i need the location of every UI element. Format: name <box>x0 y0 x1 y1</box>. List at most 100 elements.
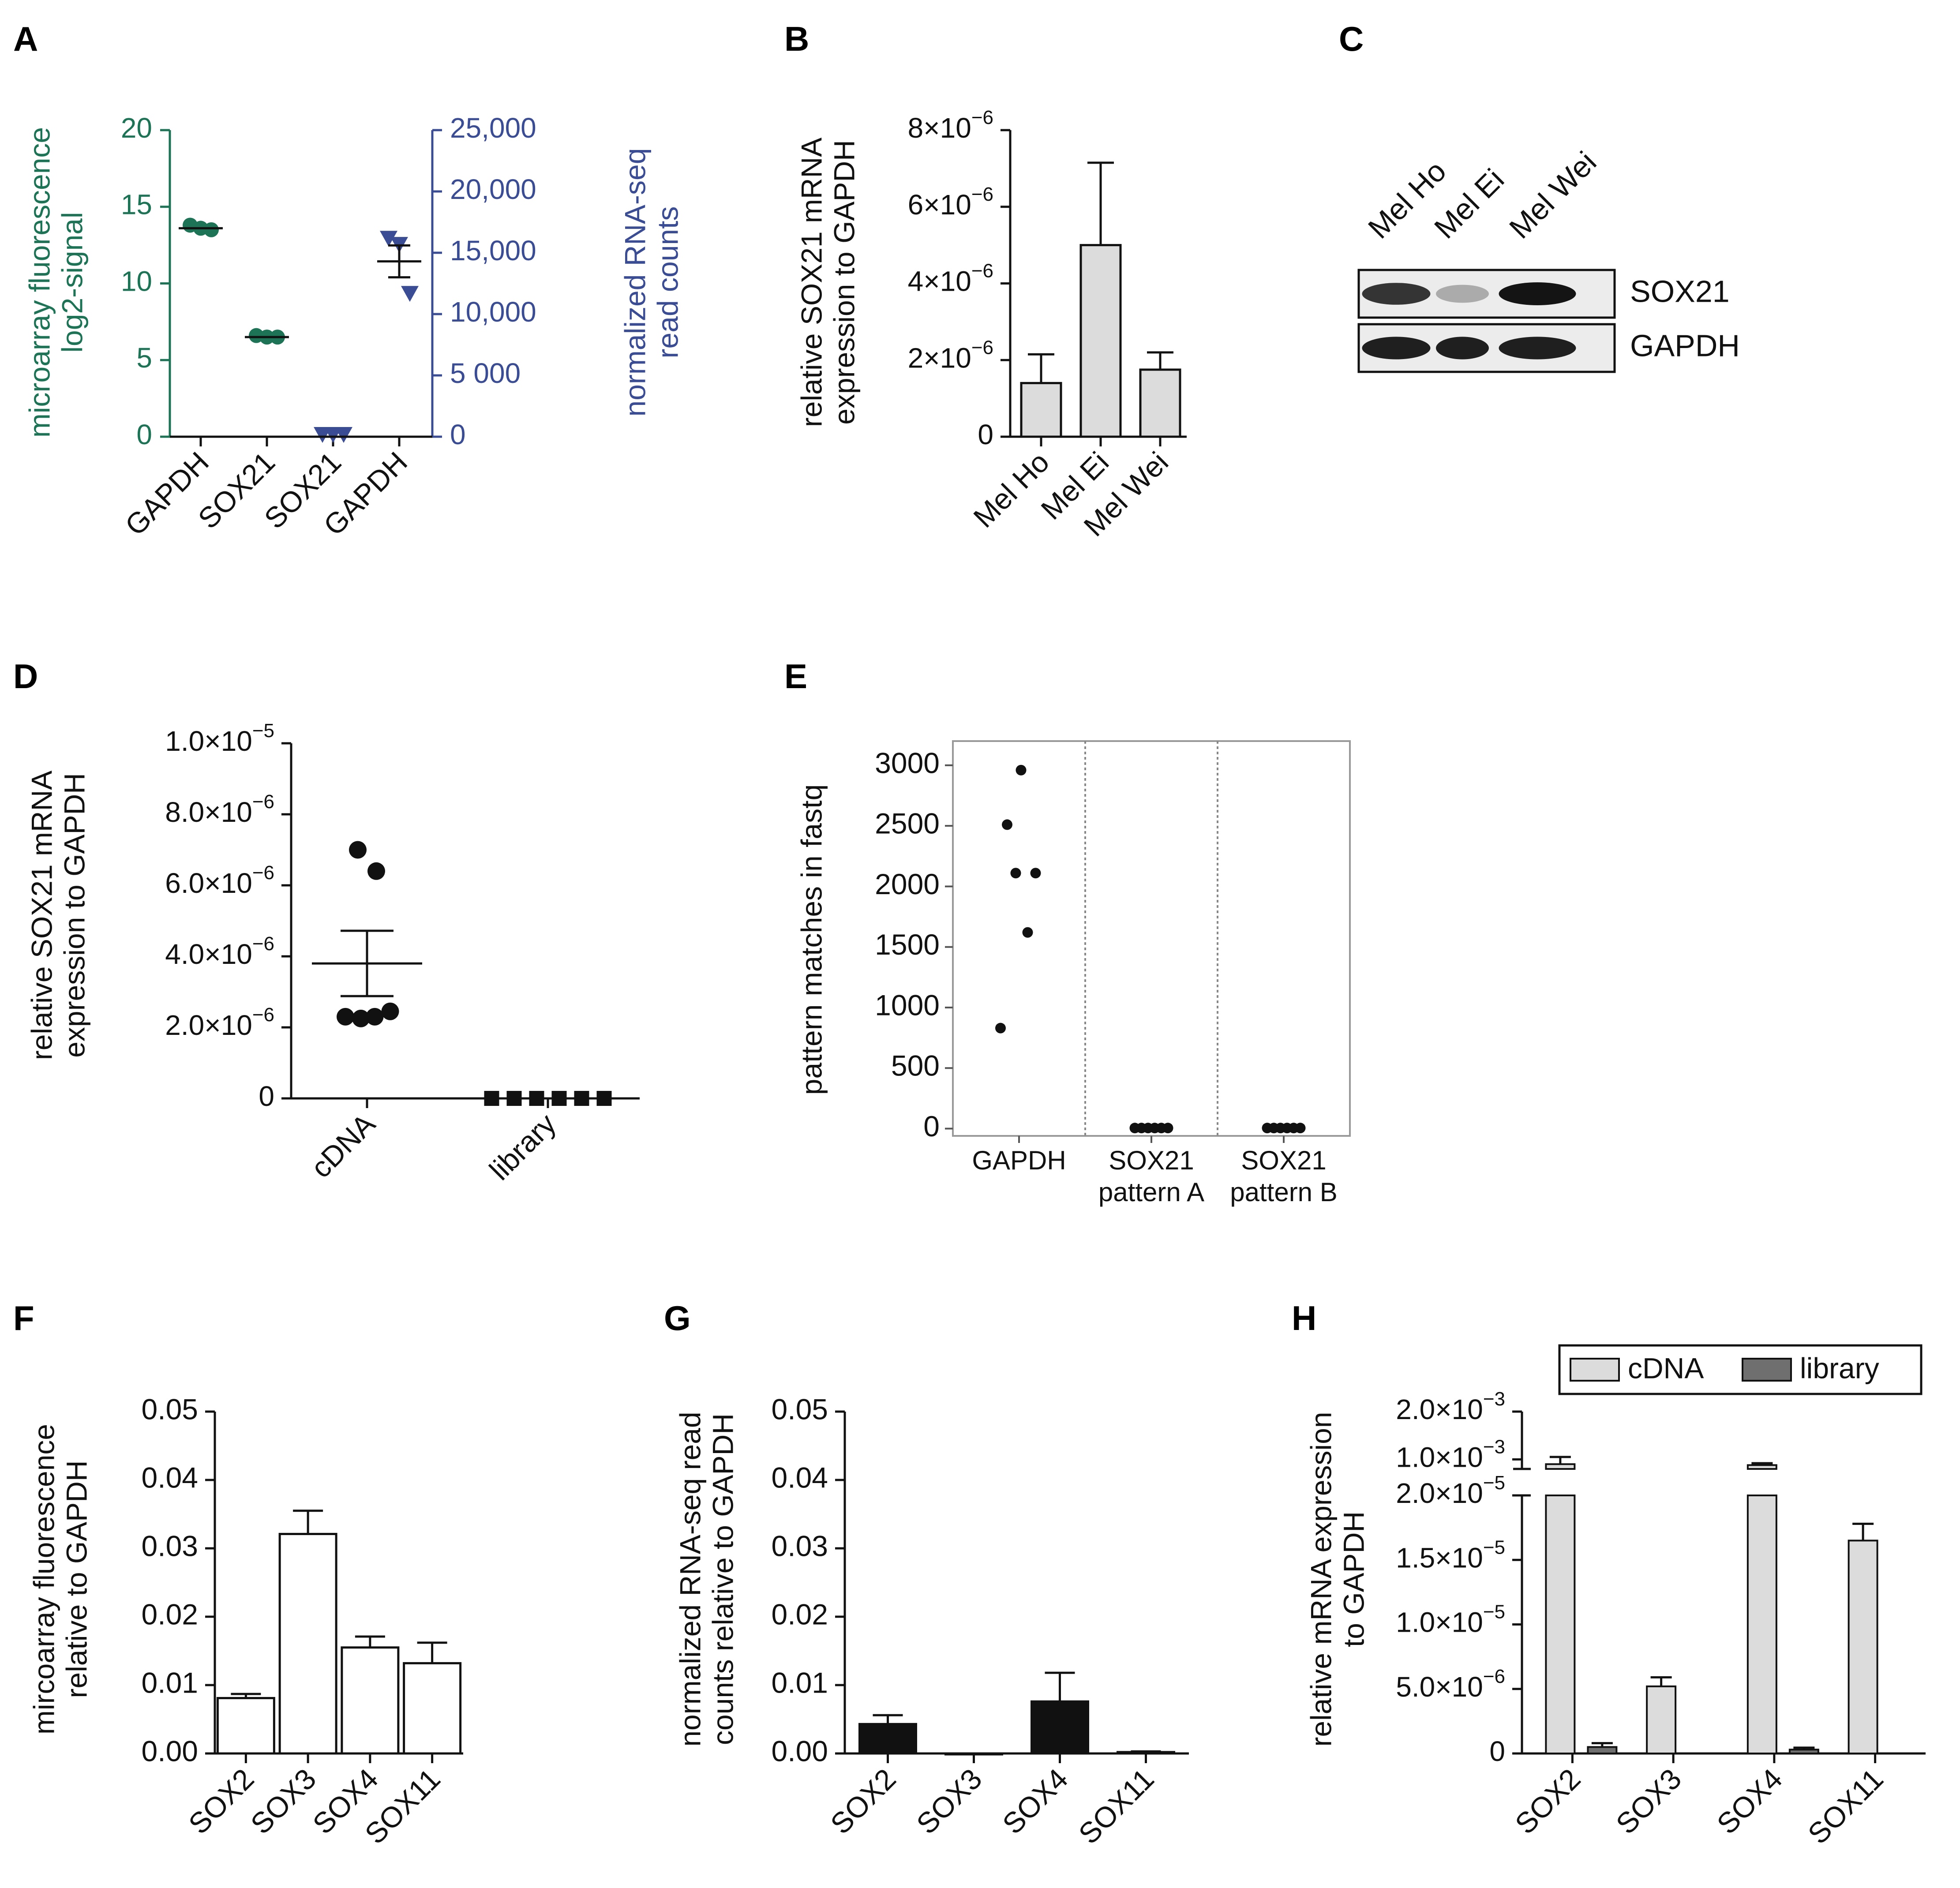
h-bar-lower <box>1746 1495 1777 1754</box>
panel-label-c: C <box>1339 19 1364 58</box>
a-right-tick-label: 10,000 <box>450 296 536 328</box>
f-y-axis-label-line-1: mircoarray fluorescence <box>27 1424 60 1734</box>
a-left-tick-label: 15 <box>121 189 152 221</box>
e-x-tick-label: SOX21 <box>1109 1146 1194 1175</box>
f-y-tick-label: 0.03 <box>142 1529 198 1562</box>
h-bar-upper <box>1746 1464 1777 1470</box>
e-y-tick-label: 500 <box>891 1049 940 1082</box>
d-data-point-square <box>484 1091 499 1106</box>
d-data-point-square <box>596 1091 612 1106</box>
f-y-tick-label: 0.01 <box>142 1666 198 1699</box>
d-x-tick-label: cDNA <box>304 1107 381 1184</box>
d-x-tick-label: library <box>483 1107 562 1186</box>
d-y-axis-label-line-2: expression to GAPDH <box>58 773 90 1058</box>
panel-label-h: H <box>1292 1299 1316 1337</box>
h-bar <box>1848 1540 1878 1754</box>
e-y-tick-label: 1000 <box>875 989 940 1021</box>
e-x-tick-label: pattern B <box>1230 1177 1338 1207</box>
f-y-tick-label: 0.05 <box>142 1393 198 1425</box>
d-data-point-square <box>506 1091 522 1106</box>
d-data-point-square <box>529 1091 544 1106</box>
f-x-tick-label: SOX3 <box>244 1762 322 1840</box>
d-y-tick-label: 8.0×10−6 <box>165 791 274 828</box>
d-y-tick-label: 2.0×10−6 <box>165 1004 274 1041</box>
b-bar <box>1020 382 1062 438</box>
e-data-point <box>1016 764 1027 775</box>
panel-label-e: E <box>784 657 807 696</box>
f-y-tick-label: 0.04 <box>142 1461 198 1494</box>
d-data-point <box>337 1008 354 1026</box>
h-y-tick-label: 1.5×10−5 <box>1396 1536 1505 1573</box>
e-x-tick-label: GAPDH <box>972 1146 1066 1175</box>
h-bar <box>1788 1749 1819 1755</box>
c-band <box>1499 282 1576 305</box>
g-x-tick-label: SOX11 <box>1072 1762 1160 1850</box>
g-y-tick-label: 0.05 <box>772 1393 828 1425</box>
h-x-tick-label: SOX4 <box>1710 1762 1788 1840</box>
h-y-tick-label: 2.0×10−5 <box>1396 1472 1505 1509</box>
h-bar-upper <box>1545 1463 1576 1470</box>
h-y-tick-label: 5.0×10−6 <box>1396 1665 1505 1702</box>
h-y-axis-label-line-2: to GAPDH <box>1337 1511 1370 1647</box>
e-data-point <box>1162 1123 1173 1134</box>
d-y-axis-label-line-1: relative SOX21 mRNA <box>25 771 58 1060</box>
g-y-axis-label-line-1: normalized RNA-seq read <box>674 1412 706 1746</box>
e-data-point <box>995 1023 1006 1034</box>
d-data-point <box>349 841 367 859</box>
b-bar <box>1079 244 1122 438</box>
a-data-point <box>401 286 419 302</box>
g-x-tick-label: SOX3 <box>910 1762 988 1840</box>
g-y-tick-label: 0.03 <box>772 1529 828 1562</box>
b-y-axis-label-line-1: relative SOX21 mRNA <box>795 138 828 427</box>
e-y-tick-label: 2000 <box>875 868 940 900</box>
a-left-tick-label: 5 <box>136 342 152 374</box>
b-bar <box>1139 368 1181 438</box>
e-x-tick-label: SOX21 <box>1241 1146 1326 1175</box>
e-data-point <box>1010 868 1021 879</box>
h-y-tick-label: 2.0×10−3 <box>1396 1388 1505 1425</box>
e-data-point <box>1002 819 1012 830</box>
g-bar <box>858 1723 917 1755</box>
a-right-tick-label: 0 <box>450 419 466 450</box>
g-bar <box>1031 1700 1089 1755</box>
h-legend-label: library <box>1800 1352 1879 1384</box>
b-y-tick-label: 6×10−6 <box>908 183 993 220</box>
d-data-point <box>367 862 385 880</box>
f-y-axis-label-line-2: relative to GAPDH <box>60 1460 93 1698</box>
h-bar <box>1646 1685 1677 1754</box>
panel-label-a: A <box>13 19 38 58</box>
e-data-point <box>1295 1123 1306 1134</box>
h-legend-swatch <box>1570 1358 1620 1382</box>
h-y-tick-label: 0 <box>1489 1735 1505 1767</box>
g-x-tick-label: SOX4 <box>996 1762 1074 1840</box>
d-y-tick-label: 4.0×10−6 <box>165 933 274 970</box>
e-y-tick-label: 1500 <box>875 928 940 961</box>
a-data-point <box>380 231 397 247</box>
chart-layer: 0 5 10 15 20 0 5 000 10,000 15,000 20,000 25,000 GA… <box>23 107 1926 1850</box>
b-y-axis-label-line-2: expression to GAPDH <box>828 140 860 425</box>
c-band-label: GAPDH <box>1630 328 1740 363</box>
a-left-tick-label: 0 <box>136 419 152 450</box>
d-y-tick-label: 0 <box>259 1080 274 1112</box>
h-bar-lower <box>1545 1495 1576 1754</box>
panel-label-d: D <box>13 657 38 696</box>
a-right-tick-label: 15,000 <box>450 235 536 266</box>
e-y-tick-label: 0 <box>923 1110 940 1143</box>
g-y-tick-label: 0.04 <box>772 1461 828 1494</box>
a-left-tick-label: 10 <box>121 265 152 297</box>
a-left-axis-label-line-1: microarray fluorescence <box>23 127 56 438</box>
f-bar <box>403 1662 462 1755</box>
d-data-point-square <box>551 1091 567 1106</box>
f-bar <box>341 1646 400 1755</box>
b-y-tick-label: 8×10−6 <box>908 107 993 144</box>
panel-label-b: B <box>784 19 809 58</box>
c-band <box>1499 337 1576 360</box>
h-y-axis-label-line-1: relative mRNA expression <box>1304 1412 1337 1746</box>
a-x-tick-label: GAPDH <box>119 446 215 542</box>
h-y-tick-label: 1.0×10−5 <box>1396 1601 1505 1638</box>
g-y-tick-label: 0.00 <box>772 1734 828 1767</box>
panel-label-g: G <box>664 1299 691 1337</box>
h-legend-swatch <box>1742 1358 1792 1382</box>
panel-label-f: F <box>13 1299 34 1337</box>
